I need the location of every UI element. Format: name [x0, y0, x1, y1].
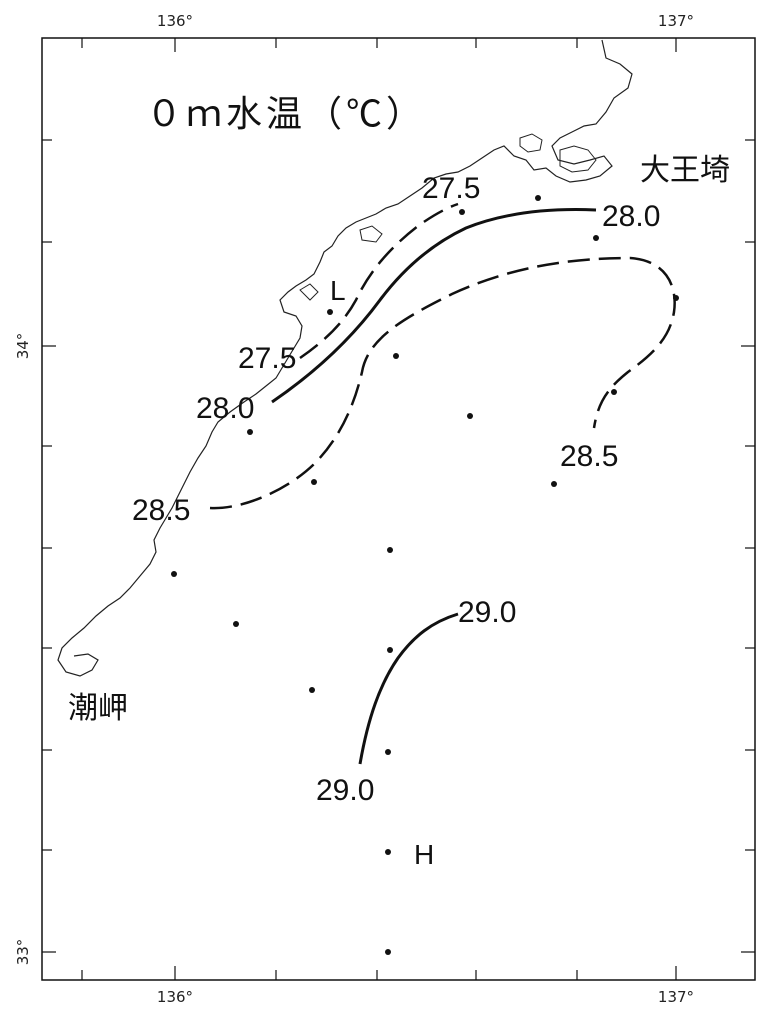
station-dot: [387, 647, 393, 653]
station-dot: [311, 479, 317, 485]
bottom-tick-label-136: 136°: [157, 988, 193, 1006]
isotherm-label-27-5-south: 27.5: [238, 342, 296, 375]
top-tick-label-137: 137°: [658, 12, 694, 30]
place-label-shionomisaki: 潮岬: [68, 692, 128, 725]
coast-inlet: [299, 225, 383, 301]
isotherm-29-0-line: [358, 612, 459, 765]
isotherm-label-27-5-north: 27.5: [422, 172, 480, 205]
isotherm-28-5-line: [209, 256, 676, 510]
top-tick-label-136: 136°: [157, 12, 193, 30]
isotherm-27-5-line: [299, 202, 459, 360]
station-dot: [393, 353, 399, 359]
station-dot: [309, 687, 315, 693]
map-frame: [41, 37, 756, 981]
station-dot: [385, 949, 391, 955]
station-dot: [459, 209, 465, 215]
coastline: [57, 39, 633, 677]
station-dot: [593, 235, 599, 241]
right-ticks: [741, 139, 755, 953]
station-dot: [385, 749, 391, 755]
station-dot: [611, 389, 617, 395]
station-dot: [233, 621, 239, 627]
isotherm-label-29-0-north: 29.0: [458, 596, 516, 629]
isotherm-28-0-line: [271, 208, 597, 404]
station-dot: [171, 571, 177, 577]
station-dot: [467, 413, 473, 419]
bottom-tick-label-137: 137°: [658, 988, 694, 1006]
isotherm-label-28-5-east: 28.5: [560, 440, 618, 473]
isotherm-label-28-0-east: 28.0: [602, 200, 660, 233]
left-ticks: [42, 139, 56, 953]
left-tick-label-33: 33°: [14, 939, 32, 966]
low-marker: L: [330, 275, 346, 306]
station-dot: [327, 309, 333, 315]
map-title: ０ｍ水温（℃）: [146, 93, 426, 134]
high-marker: H: [414, 839, 434, 870]
station-dot: [387, 547, 393, 553]
isotherm-label-28-0-west: 28.0: [196, 392, 254, 425]
bay-outline: [559, 145, 597, 173]
station-dot: [551, 481, 557, 487]
station-dot: [247, 429, 253, 435]
isotherm-label-29-0-south: 29.0: [316, 774, 374, 807]
place-label-daiozaki: 大王埼: [640, 154, 730, 187]
station-dots: [171, 195, 679, 955]
station-dot: [385, 849, 391, 855]
left-tick-label-34: 34°: [14, 333, 32, 360]
peninsula-outline: [519, 133, 543, 153]
station-dot: [673, 295, 679, 301]
top-ticks: [81, 38, 677, 52]
station-dot: [535, 195, 541, 201]
bottom-ticks: [81, 966, 677, 980]
isotherm-label-28-5-west: 28.5: [132, 494, 190, 527]
